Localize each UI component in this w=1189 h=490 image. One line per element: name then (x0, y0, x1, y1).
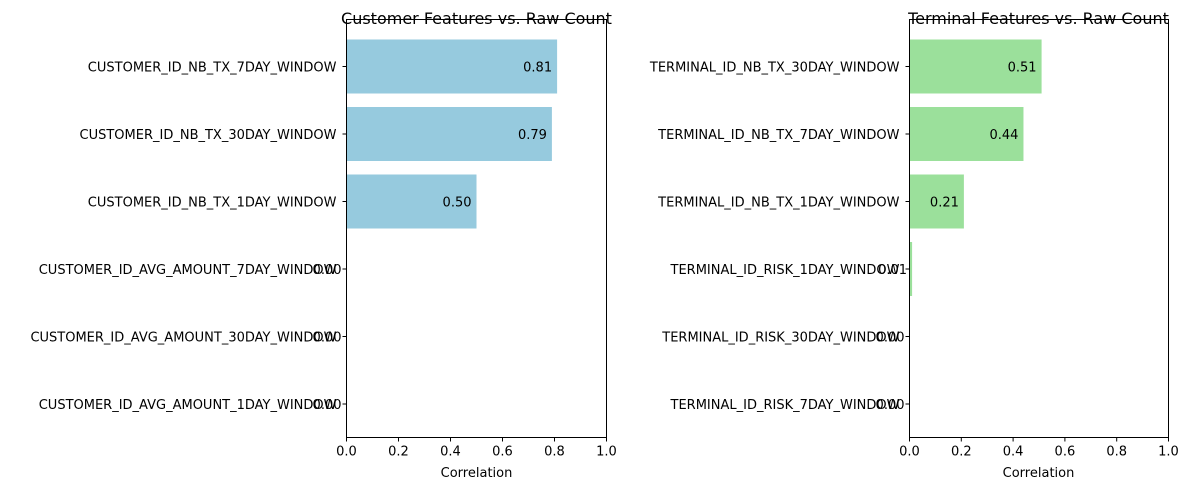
y-tick-label: CUSTOMER_ID_NB_TX_7DAY_WINDOW (88, 61, 337, 76)
y-tick-label: TERMINAL_ID_NB_TX_1DAY_WINDOW (657, 196, 899, 211)
data-label: 0.79 (518, 128, 547, 143)
plot-frame (909, 19, 1169, 438)
data-label: 0.81 (523, 61, 552, 76)
x-tick-label: 0.4 (440, 445, 461, 460)
data-label: 0.51 (1008, 61, 1037, 76)
chart-title: Terminal Features vs. Raw Count (907, 9, 1169, 28)
bar (346, 174, 477, 229)
terminal-chart: Terminal Features vs. Raw Count TERMINAL… (649, 9, 1179, 481)
data-label: 0.00 (313, 331, 342, 346)
bar (346, 39, 558, 94)
data-label: 0.00 (313, 398, 342, 413)
y-tick-label: CUSTOMER_ID_AVG_AMOUNT_30DAY_WINDOW (30, 331, 336, 346)
data-label: 0.00 (876, 398, 905, 413)
plot-frame (346, 19, 607, 438)
x-tick-label: 0.8 (544, 445, 565, 460)
x-tick-label: 0.0 (899, 445, 920, 460)
y-tick-label: TERMINAL_ID_RISK_1DAY_WINDOW (670, 263, 900, 278)
y-tick-label: CUSTOMER_ID_NB_TX_1DAY_WINDOW (88, 196, 337, 211)
x-tick-label: 0.2 (388, 445, 409, 460)
bar (346, 107, 552, 161)
x-ticks: 0.0 0.2 0.4 0.6 0.8 1.0 (336, 437, 617, 460)
y-tick-labels: TERMINAL_ID_NB_TX_30DAY_WINDOW TERMINAL_I… (649, 61, 910, 413)
y-tick-label: TERMINAL_ID_NB_TX_30DAY_WINDOW (649, 61, 900, 76)
y-tick-label: TERMINAL_ID_RISK_7DAY_WINDOW (670, 398, 900, 413)
data-label: 0.44 (990, 128, 1019, 143)
x-tick-label: 0.6 (492, 445, 513, 460)
bar (909, 39, 1042, 94)
x-axis-label: Correlation (1003, 466, 1075, 481)
customer-chart: Customer Features vs. Raw Count CUSTOMER… (30, 9, 616, 481)
bar (909, 174, 964, 229)
x-tick-label: 0.6 (1055, 445, 1076, 460)
x-tick-label: 0.2 (951, 445, 972, 460)
bar (909, 242, 913, 296)
x-tick-label: 0.4 (1003, 445, 1024, 460)
x-tick-label: 0.8 (1106, 445, 1127, 460)
bar (909, 107, 1024, 161)
data-labels: 0.81 0.79 0.50 0.00 0.00 0.00 (313, 61, 553, 414)
x-axis-label: Correlation (441, 466, 513, 481)
y-tick-labels: CUSTOMER_ID_NB_TX_7DAY_WINDOW CUSTOMER_ID… (30, 61, 347, 413)
y-tick-label: TERMINAL_ID_RISK_30DAY_WINDOW (661, 331, 899, 346)
data-label: 0.50 (443, 196, 472, 211)
x-tick-label: 1.0 (1158, 445, 1179, 460)
bar-group (909, 39, 1042, 296)
y-tick-label: CUSTOMER_ID_NB_TX_30DAY_WINDOW (80, 128, 337, 143)
chart-title: Customer Features vs. Raw Count (341, 9, 612, 28)
data-labels: 0.51 0.44 0.21 0.01 0.00 0.00 (876, 61, 1037, 414)
x-tick-label: 0.0 (336, 445, 357, 460)
bar-group (346, 39, 558, 229)
data-label: 0.01 (878, 263, 907, 278)
data-label: 0.21 (930, 196, 959, 211)
x-ticks: 0.0 0.2 0.4 0.6 0.8 1.0 (899, 437, 1179, 460)
data-label: 0.00 (876, 331, 905, 346)
y-tick-label: CUSTOMER_ID_AVG_AMOUNT_7DAY_WINDOW (39, 263, 337, 278)
y-tick-label: CUSTOMER_ID_AVG_AMOUNT_1DAY_WINDOW (39, 398, 337, 413)
x-tick-label: 1.0 (596, 445, 617, 460)
data-label: 0.00 (313, 263, 342, 278)
y-tick-label: TERMINAL_ID_NB_TX_7DAY_WINDOW (657, 128, 899, 143)
